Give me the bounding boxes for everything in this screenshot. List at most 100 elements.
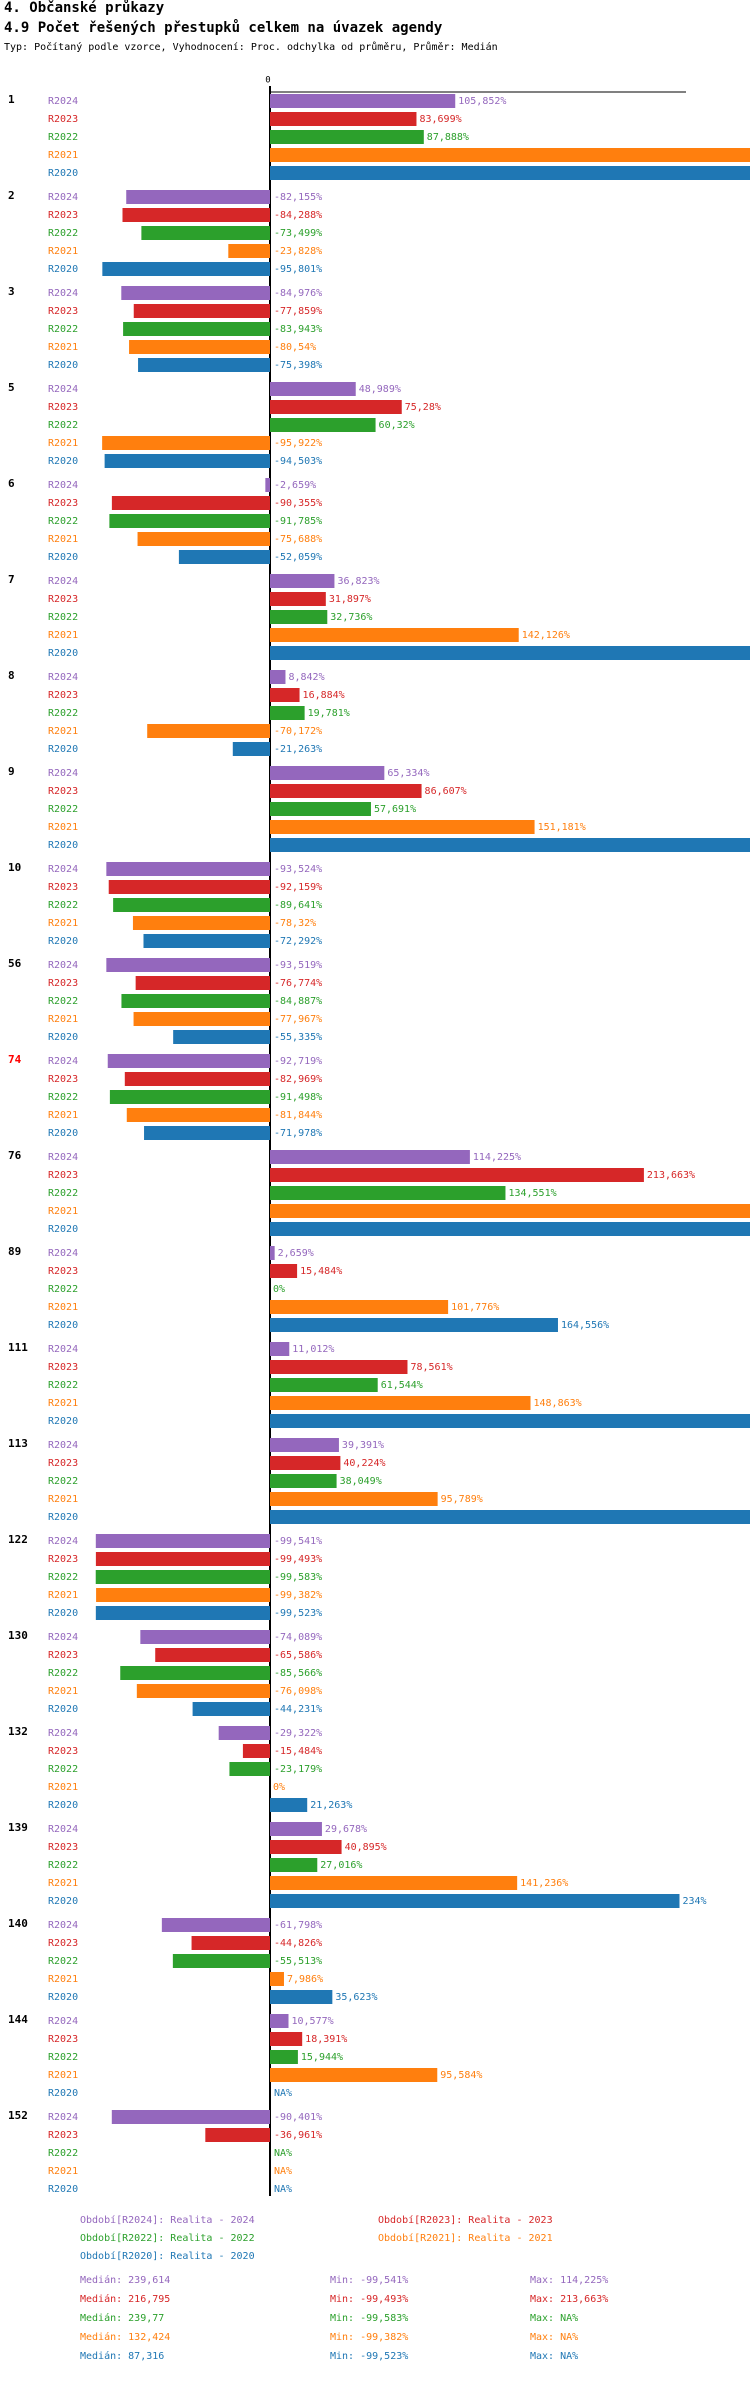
series-label: R2024 bbox=[48, 1632, 78, 1643]
value-label: -78,32% bbox=[274, 918, 316, 929]
value-label: 134,551% bbox=[508, 1188, 556, 1199]
legend-item: Období[R2024]: Realita - 2024 bbox=[80, 2214, 255, 2226]
value-label: -61,798% bbox=[274, 1920, 322, 1931]
value-label: -36,961% bbox=[274, 2130, 322, 2141]
series-label: R2023 bbox=[48, 786, 78, 797]
bar bbox=[155, 1648, 270, 1662]
value-label: -73,499% bbox=[274, 228, 322, 239]
bar bbox=[113, 898, 270, 912]
series-label: R2024 bbox=[48, 1440, 78, 1451]
value-label: 65,334% bbox=[387, 768, 429, 779]
value-label: 0% bbox=[273, 1782, 285, 1793]
value-label: 11,012% bbox=[292, 1344, 334, 1355]
series-label: R2022 bbox=[48, 1668, 78, 1679]
bar bbox=[270, 1822, 322, 1836]
series-label: R2022 bbox=[48, 1284, 78, 1295]
group-label: 6 bbox=[8, 477, 15, 490]
bar bbox=[133, 1012, 270, 1026]
series-label: R2021 bbox=[48, 1590, 78, 1601]
group-label: 1 bbox=[8, 93, 15, 106]
group-label: 130 bbox=[8, 1629, 28, 1642]
bar bbox=[270, 610, 328, 624]
group-label: 113 bbox=[8, 1437, 28, 1450]
series-label: R2023 bbox=[48, 882, 78, 893]
series-label: R2020 bbox=[48, 1128, 78, 1139]
stat-max: Max: 114,225% bbox=[530, 2275, 608, 2286]
value-label: 0% bbox=[273, 1284, 285, 1295]
value-label: 36,823% bbox=[337, 576, 379, 587]
group-label: 10 bbox=[8, 861, 21, 874]
series-label: R2024 bbox=[48, 1056, 78, 1067]
value-label: -74,089% bbox=[274, 1632, 322, 1643]
zero-tick-label: 0 bbox=[265, 76, 270, 86]
bar bbox=[129, 340, 270, 354]
value-label: -81,844% bbox=[274, 1110, 322, 1121]
bar bbox=[270, 1990, 333, 2004]
series-label: R2023 bbox=[48, 210, 78, 221]
stat-max: Max: 213,663% bbox=[530, 2294, 608, 2305]
value-label: 32,736% bbox=[330, 612, 372, 623]
series-label: R2020 bbox=[48, 2088, 78, 2099]
value-label: 21,263% bbox=[310, 1800, 352, 1811]
series-label: R2023 bbox=[48, 1458, 78, 1469]
value-label: 61,544% bbox=[381, 1380, 423, 1391]
legend-item: Období[R2023]: Realita - 2023 bbox=[378, 2214, 553, 2226]
bar bbox=[270, 784, 422, 798]
bar bbox=[107, 1054, 270, 1068]
bar bbox=[270, 1396, 531, 1410]
bar bbox=[270, 838, 750, 852]
bar bbox=[104, 454, 270, 468]
value-label: -71,978% bbox=[274, 1128, 322, 1139]
series-label: R2022 bbox=[48, 2052, 78, 2063]
series-label: R2023 bbox=[48, 1842, 78, 1853]
bar bbox=[270, 628, 519, 642]
value-label: -75,398% bbox=[274, 360, 322, 371]
series-label: R2024 bbox=[48, 1344, 78, 1355]
series-label: R2021 bbox=[48, 1782, 78, 1793]
series-label: R2023 bbox=[48, 1170, 78, 1181]
series-label: R2022 bbox=[48, 1956, 78, 1967]
series-label: R2022 bbox=[48, 420, 78, 431]
chart-subtitle: Typ: Počítaný podle vzorce, Vyhodnocení:… bbox=[4, 42, 498, 53]
series-label: R2020 bbox=[48, 1704, 78, 1715]
bar bbox=[270, 1840, 342, 1854]
stat-median: Medián: 87,316 bbox=[80, 2350, 164, 2362]
series-label: R2020 bbox=[48, 1800, 78, 1811]
value-label: -84,887% bbox=[274, 996, 322, 1007]
series-label: R2024 bbox=[48, 2112, 78, 2123]
series-label: R2020 bbox=[48, 1512, 78, 1523]
bar bbox=[138, 358, 270, 372]
stat-min: Min: -99,382% bbox=[330, 2332, 408, 2343]
series-label: R2024 bbox=[48, 1536, 78, 1547]
value-label: -77,859% bbox=[274, 306, 322, 317]
value-label: -95,801% bbox=[274, 264, 322, 275]
stat-median: Medián: 239,77 bbox=[80, 2312, 164, 2324]
series-label: R2022 bbox=[48, 612, 78, 623]
value-label: 95,584% bbox=[440, 2070, 482, 2081]
series-label: R2024 bbox=[48, 864, 78, 875]
bar bbox=[122, 208, 270, 222]
group-label: 111 bbox=[8, 1341, 28, 1354]
value-label: -70,172% bbox=[274, 726, 322, 737]
value-label: NA% bbox=[274, 2088, 292, 2099]
bar bbox=[270, 166, 750, 180]
series-label: R2021 bbox=[48, 438, 78, 449]
series-label: R2023 bbox=[48, 1746, 78, 1757]
bar bbox=[270, 2014, 289, 2028]
bar bbox=[140, 1630, 270, 1644]
value-label: 15,484% bbox=[300, 1266, 342, 1277]
series-label: R2022 bbox=[48, 708, 78, 719]
bar bbox=[270, 1186, 506, 1200]
value-label: -72,292% bbox=[274, 936, 322, 947]
value-label: 16,884% bbox=[303, 690, 345, 701]
series-label: R2020 bbox=[48, 360, 78, 371]
stat-min: Min: -99,541% bbox=[330, 2275, 408, 2286]
series-label: R2023 bbox=[48, 306, 78, 317]
series-label: R2024 bbox=[48, 1248, 78, 1259]
series-label: R2023 bbox=[48, 114, 78, 125]
bar bbox=[95, 1552, 270, 1566]
bar bbox=[270, 418, 376, 432]
bar bbox=[270, 766, 385, 780]
value-label: 2,659% bbox=[278, 1248, 314, 1259]
value-label: -21,263% bbox=[274, 744, 322, 755]
